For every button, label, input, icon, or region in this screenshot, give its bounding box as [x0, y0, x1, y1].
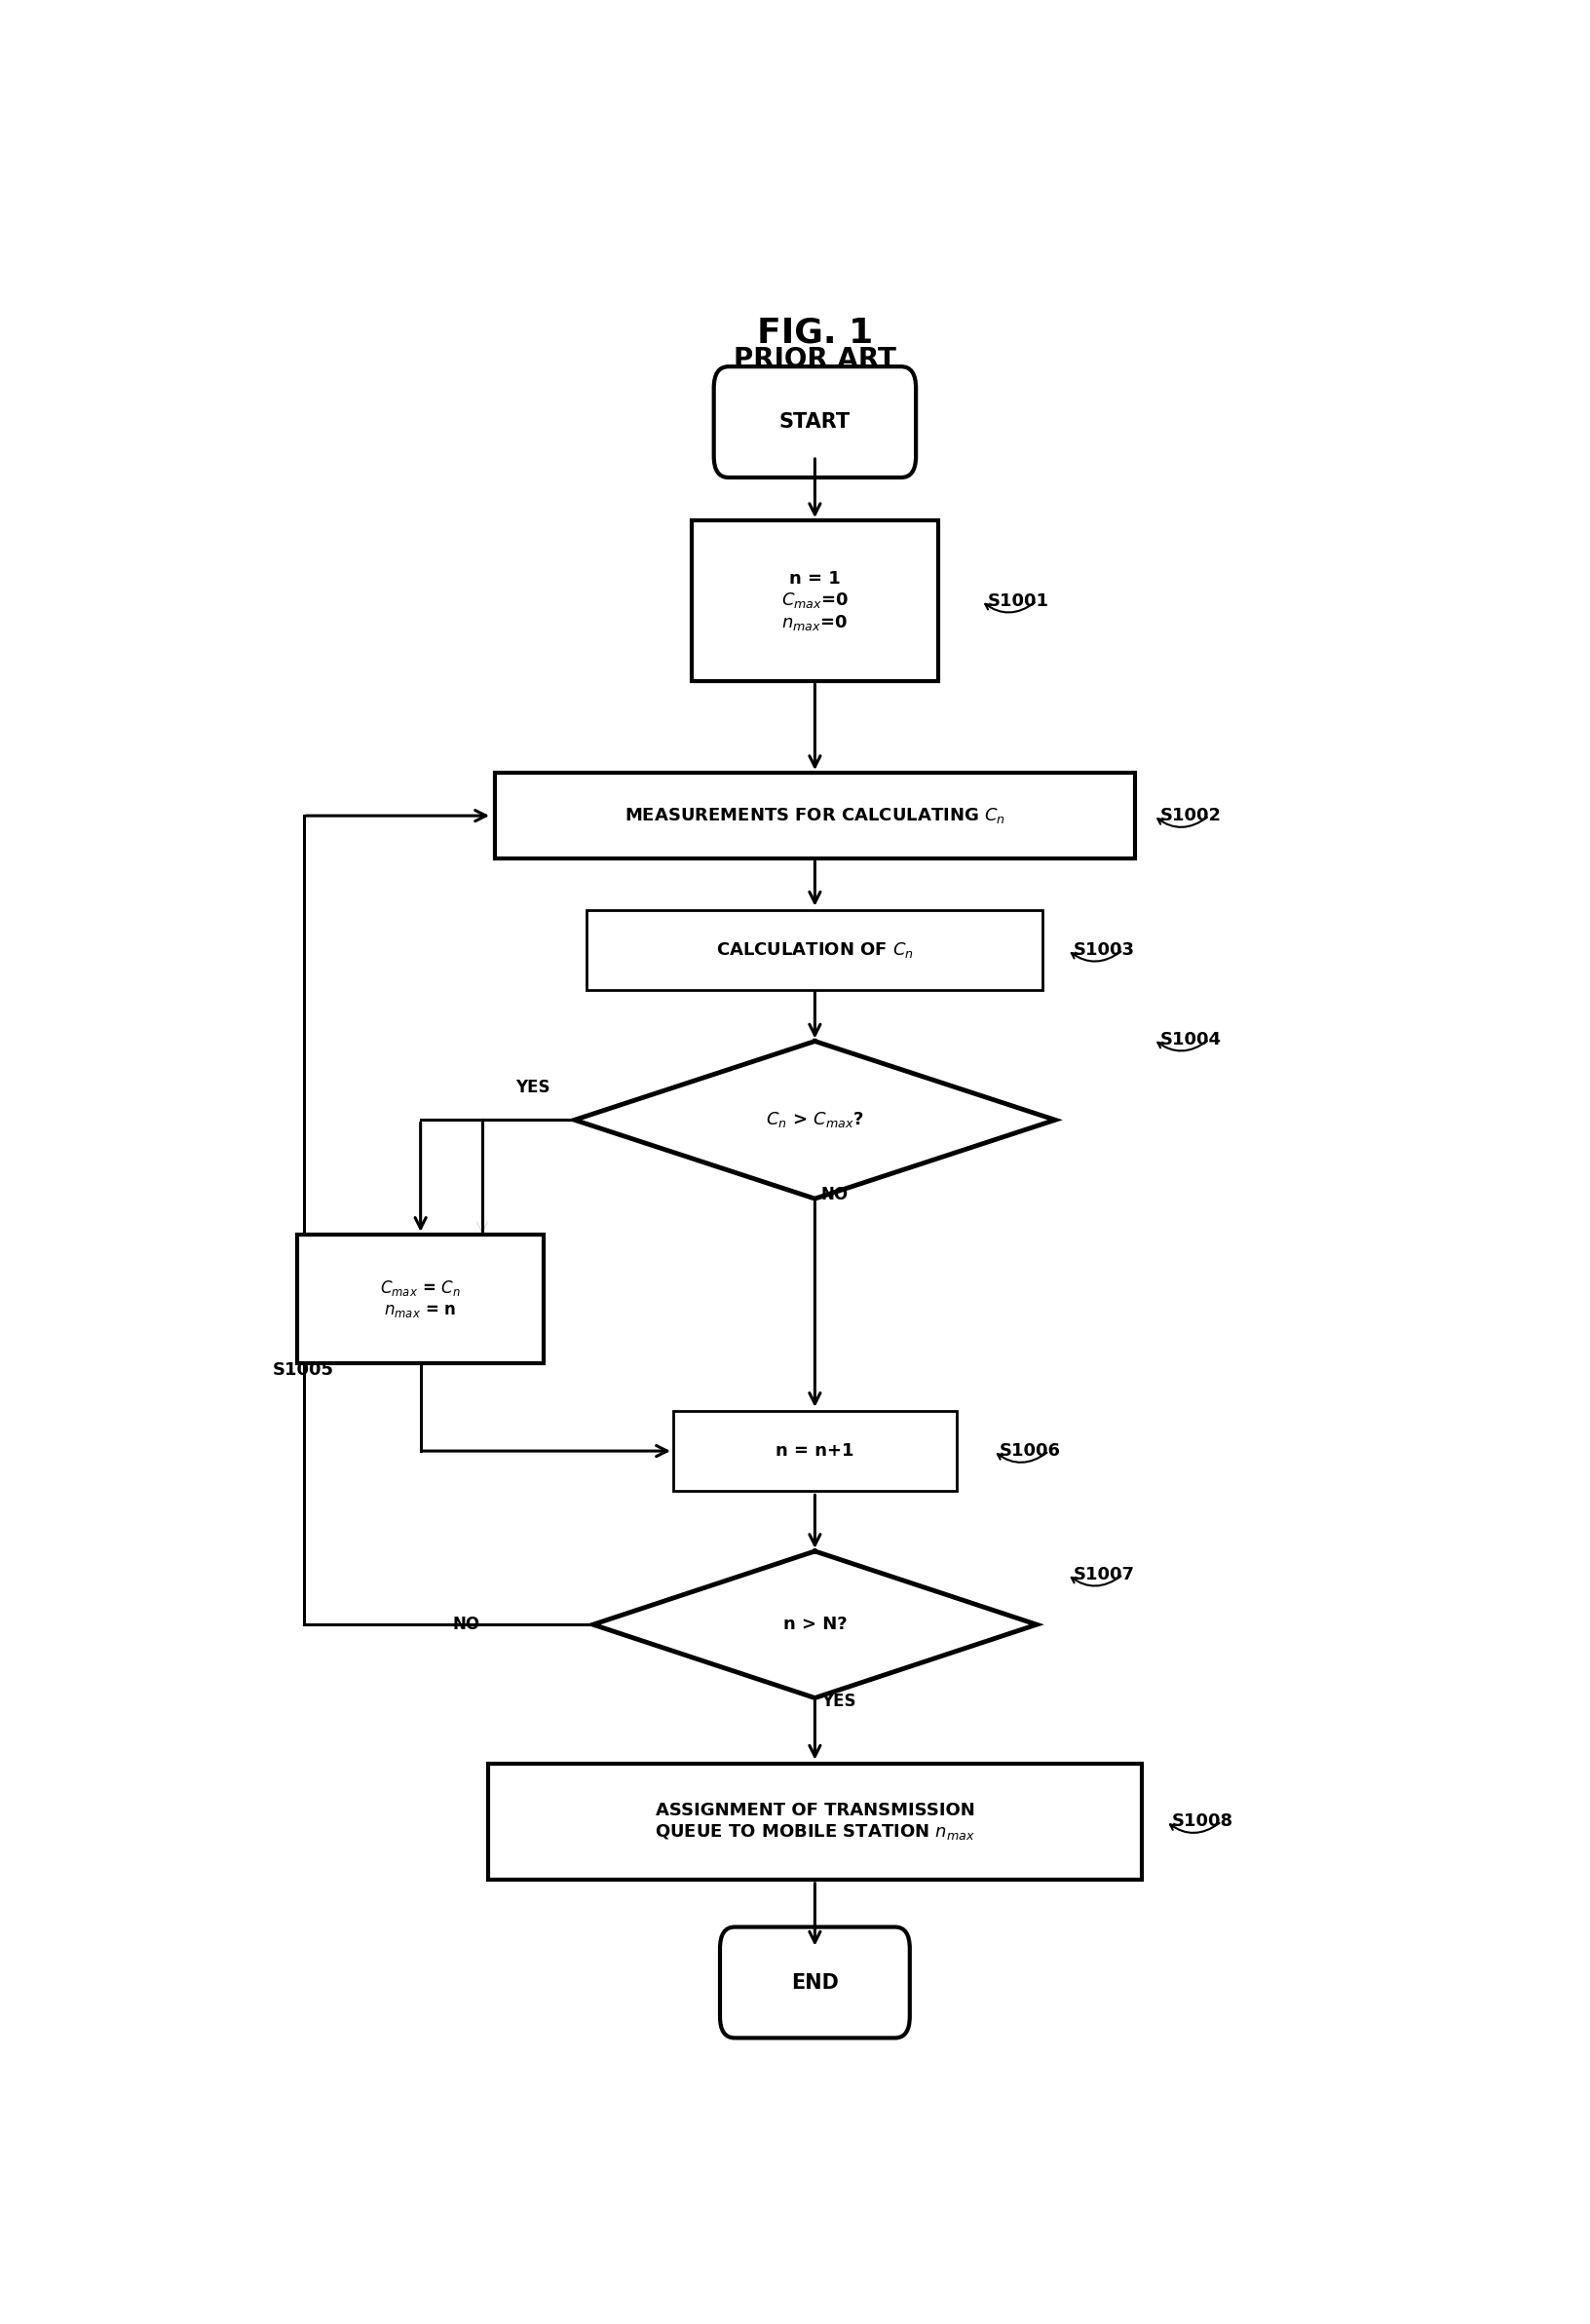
Text: FIG. 1: FIG. 1 [757, 316, 873, 349]
Polygon shape [593, 1550, 1037, 1699]
Bar [587, 909, 1043, 990]
Text: n = n+1: n = n+1 [776, 1443, 854, 1459]
Text: S1003: S1003 [1073, 941, 1135, 960]
Text: NO: NO [820, 1185, 849, 1204]
Text: S1005: S1005 [273, 1362, 334, 1378]
Bar [488, 1764, 1142, 1880]
Text: CALCULATION OF $C_n$: CALCULATION OF $C_n$ [716, 941, 914, 960]
Text: S1004: S1004 [1159, 1030, 1221, 1048]
Text: START: START [779, 411, 851, 432]
Text: S1002: S1002 [1159, 806, 1221, 825]
Text: YES: YES [820, 1692, 855, 1710]
Bar [494, 774, 1135, 858]
Text: MEASUREMENTS FOR CALCULATING $C_n$: MEASUREMENTS FOR CALCULATING $C_n$ [625, 806, 1005, 825]
Polygon shape [574, 1041, 1056, 1199]
FancyBboxPatch shape [714, 367, 916, 476]
Text: S1006: S1006 [1000, 1443, 1061, 1459]
Text: $C_n$ > $C_{max}$?: $C_n$ > $C_{max}$? [766, 1111, 863, 1129]
FancyBboxPatch shape [720, 1927, 909, 2038]
Text: END: END [792, 1973, 838, 1992]
Text: $C_{max}$ = $C_n$
$n_{max}$ = n: $C_{max}$ = $C_n$ $n_{max}$ = n [380, 1278, 461, 1320]
Text: n = 1
$C_{max}$=0
$n_{max}$=0: n = 1 $C_{max}$=0 $n_{max}$=0 [781, 569, 849, 632]
Text: PRIOR ART: PRIOR ART [733, 346, 897, 374]
Bar [673, 1411, 957, 1492]
Text: YES: YES [515, 1078, 550, 1097]
Text: NO: NO [452, 1615, 480, 1634]
Text: S1008: S1008 [1172, 1813, 1234, 1831]
Text: S1001: S1001 [987, 593, 1049, 609]
Text: S1007: S1007 [1073, 1566, 1135, 1583]
Text: ASSIGNMENT OF TRANSMISSION
QUEUE TO MOBILE STATION $n_{max}$: ASSIGNMENT OF TRANSMISSION QUEUE TO MOBI… [655, 1801, 975, 1841]
Bar [692, 521, 938, 681]
Text: n > N?: n > N? [782, 1615, 847, 1634]
Bar [297, 1234, 544, 1364]
